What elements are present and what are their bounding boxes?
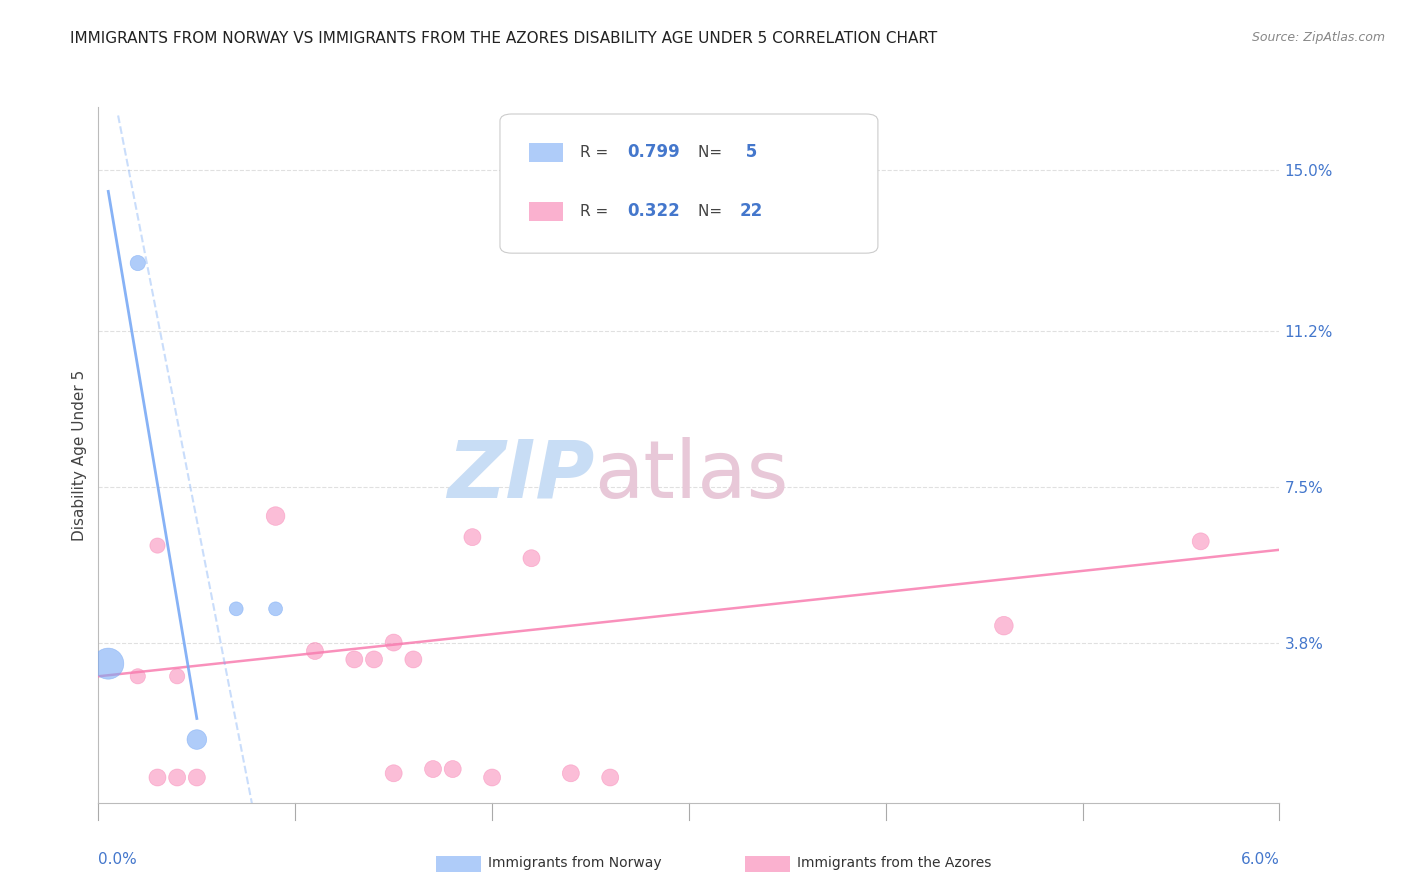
Y-axis label: Disability Age Under 5: Disability Age Under 5 [72, 369, 87, 541]
FancyBboxPatch shape [530, 143, 562, 162]
Text: atlas: atlas [595, 437, 789, 515]
Point [264, 509, 287, 524]
Point [166, 771, 188, 785]
Text: R =: R = [581, 145, 613, 160]
Point [382, 635, 405, 649]
Point [363, 652, 385, 666]
Text: IMMIGRANTS FROM NORWAY VS IMMIGRANTS FROM THE AZORES DISABILITY AGE UNDER 5 CORR: IMMIGRANTS FROM NORWAY VS IMMIGRANTS FRO… [70, 31, 938, 46]
Point [441, 762, 464, 776]
Point [186, 771, 208, 785]
Text: Immigrants from Norway: Immigrants from Norway [488, 856, 661, 871]
Text: Immigrants from the Azores: Immigrants from the Azores [797, 856, 991, 871]
FancyBboxPatch shape [501, 114, 877, 253]
Text: N=: N= [699, 145, 727, 160]
Point [225, 602, 247, 616]
Point [166, 669, 188, 683]
Point [264, 602, 287, 616]
Text: 5: 5 [740, 144, 756, 161]
Text: N=: N= [699, 204, 727, 219]
Text: 6.0%: 6.0% [1240, 852, 1279, 866]
Point [402, 652, 425, 666]
FancyBboxPatch shape [530, 202, 562, 221]
Point [97, 657, 120, 671]
Point [461, 530, 484, 544]
Point [127, 256, 149, 270]
Point [146, 771, 169, 785]
Point [343, 652, 366, 666]
Point [560, 766, 582, 780]
Text: Source: ZipAtlas.com: Source: ZipAtlas.com [1251, 31, 1385, 45]
Text: R =: R = [581, 204, 613, 219]
Point [520, 551, 543, 566]
Point [127, 669, 149, 683]
Point [382, 766, 405, 780]
Text: 22: 22 [740, 202, 763, 220]
Point [1189, 534, 1212, 549]
Text: 0.322: 0.322 [627, 202, 681, 220]
Point [993, 618, 1015, 632]
Text: ZIP: ZIP [447, 437, 595, 515]
Point [481, 771, 503, 785]
Point [186, 732, 208, 747]
Text: 0.799: 0.799 [627, 144, 681, 161]
Text: 0.0%: 0.0% [98, 852, 138, 866]
Point [422, 762, 444, 776]
Point [146, 539, 169, 553]
Point [599, 771, 621, 785]
Point [304, 644, 326, 658]
